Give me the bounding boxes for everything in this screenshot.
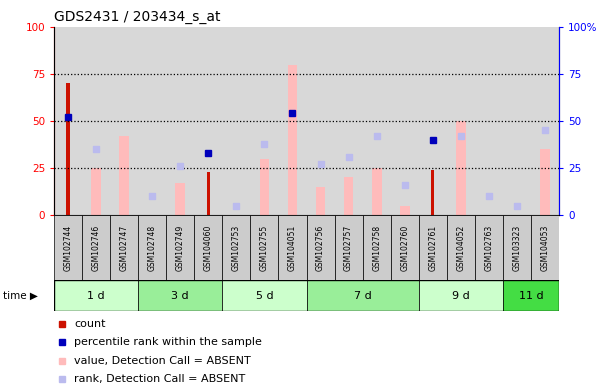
Bar xyxy=(194,215,222,280)
Bar xyxy=(307,27,335,215)
Text: GSM104060: GSM104060 xyxy=(204,225,213,271)
Bar xyxy=(138,27,166,215)
Bar xyxy=(67,83,70,215)
Bar xyxy=(447,27,475,215)
Bar xyxy=(278,215,307,280)
Text: 5 d: 5 d xyxy=(255,291,273,301)
Text: GSM102747: GSM102747 xyxy=(120,225,129,271)
Bar xyxy=(251,27,278,215)
Text: 1 d: 1 d xyxy=(87,291,105,301)
Bar xyxy=(138,280,222,311)
Bar xyxy=(82,215,110,280)
Bar xyxy=(503,280,559,311)
Bar xyxy=(307,280,419,311)
Bar xyxy=(456,121,466,215)
Bar xyxy=(110,27,138,215)
Text: time ▶: time ▶ xyxy=(3,291,38,301)
Bar xyxy=(540,149,550,215)
Bar xyxy=(475,215,503,280)
Text: GSM102753: GSM102753 xyxy=(232,225,241,271)
Text: GSM102756: GSM102756 xyxy=(316,225,325,271)
Bar xyxy=(475,27,503,215)
Bar xyxy=(119,136,129,215)
Bar xyxy=(194,27,222,215)
Text: GSM102757: GSM102757 xyxy=(344,225,353,271)
Bar xyxy=(371,168,382,215)
Bar xyxy=(166,27,194,215)
Bar xyxy=(503,27,531,215)
Text: GSM103323: GSM103323 xyxy=(513,225,521,271)
Bar xyxy=(391,215,419,280)
Bar xyxy=(251,215,278,280)
Text: GSM102763: GSM102763 xyxy=(484,225,493,271)
Bar xyxy=(110,215,138,280)
Bar xyxy=(307,215,335,280)
Text: GSM102758: GSM102758 xyxy=(372,225,381,271)
Bar xyxy=(207,172,210,215)
Bar xyxy=(419,280,503,311)
Bar xyxy=(82,27,110,215)
Bar xyxy=(447,215,475,280)
Text: 9 d: 9 d xyxy=(452,291,469,301)
Bar xyxy=(391,27,419,215)
Bar xyxy=(166,215,194,280)
Bar xyxy=(54,27,82,215)
Text: GDS2431 / 203434_s_at: GDS2431 / 203434_s_at xyxy=(54,10,221,23)
Bar xyxy=(362,27,391,215)
Text: count: count xyxy=(75,319,106,329)
Bar xyxy=(335,27,362,215)
Bar xyxy=(138,215,166,280)
Bar xyxy=(222,215,251,280)
Bar xyxy=(54,215,82,280)
Bar xyxy=(362,215,391,280)
Text: GSM102760: GSM102760 xyxy=(400,225,409,271)
Bar xyxy=(222,280,307,311)
Text: GSM104053: GSM104053 xyxy=(540,225,549,271)
Bar xyxy=(531,215,559,280)
Bar xyxy=(400,206,409,215)
Bar xyxy=(503,215,531,280)
Text: GSM102755: GSM102755 xyxy=(260,225,269,271)
Bar xyxy=(175,183,185,215)
Text: GSM102744: GSM102744 xyxy=(64,225,73,271)
Text: GSM102761: GSM102761 xyxy=(429,225,437,271)
Bar xyxy=(335,215,362,280)
Bar xyxy=(431,170,435,215)
Bar xyxy=(222,27,251,215)
Text: value, Detection Call = ABSENT: value, Detection Call = ABSENT xyxy=(75,356,251,366)
Bar xyxy=(419,27,447,215)
Text: 7 d: 7 d xyxy=(354,291,371,301)
Text: GSM102748: GSM102748 xyxy=(148,225,157,271)
Text: GSM104051: GSM104051 xyxy=(288,225,297,271)
Bar xyxy=(316,187,325,215)
Bar xyxy=(91,168,101,215)
Text: 3 d: 3 d xyxy=(171,291,189,301)
Text: GSM102749: GSM102749 xyxy=(176,225,185,271)
Bar xyxy=(419,215,447,280)
Text: percentile rank within the sample: percentile rank within the sample xyxy=(75,338,262,348)
Text: 11 d: 11 d xyxy=(519,291,543,301)
Text: GSM102746: GSM102746 xyxy=(92,225,100,271)
Bar xyxy=(531,27,559,215)
Bar xyxy=(54,280,138,311)
Bar xyxy=(260,159,269,215)
Bar xyxy=(287,65,297,215)
Text: rank, Detection Call = ABSENT: rank, Detection Call = ABSENT xyxy=(75,374,246,384)
Bar xyxy=(278,27,307,215)
Bar xyxy=(344,177,353,215)
Text: GSM104052: GSM104052 xyxy=(456,225,465,271)
